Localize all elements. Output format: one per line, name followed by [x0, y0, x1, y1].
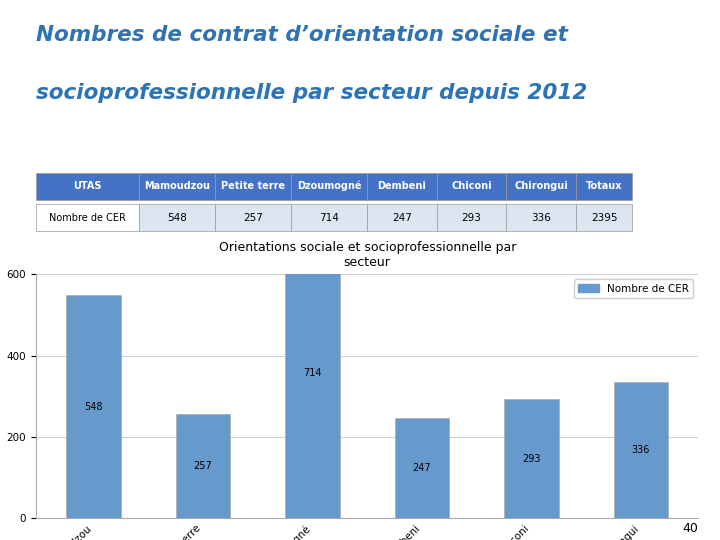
Bar [36, 173, 139, 199]
Bar [437, 173, 506, 199]
Bar [506, 205, 576, 231]
Bar [66, 295, 121, 518]
Text: Totaux: Totaux [586, 181, 622, 191]
Text: Dembeni: Dembeni [377, 181, 426, 191]
Text: Chirongui: Chirongui [514, 181, 568, 191]
Text: Chiconi: Chiconi [451, 181, 492, 191]
Bar [504, 399, 559, 518]
Bar [576, 173, 632, 199]
Text: 548: 548 [167, 213, 186, 223]
Text: 257: 257 [194, 461, 212, 471]
Legend: Nombre de CER: Nombre de CER [574, 280, 693, 298]
Bar [215, 205, 291, 231]
Text: Dzoumogné: Dzoumogné [297, 181, 361, 191]
Text: 336: 336 [531, 213, 551, 223]
Text: 336: 336 [631, 445, 650, 455]
Bar [437, 205, 506, 231]
Bar [176, 414, 230, 518]
Bar [506, 173, 576, 199]
Text: Petite terre: Petite terre [221, 181, 285, 191]
Text: socioprofessionnelle par secteur depuis 2012: socioprofessionnelle par secteur depuis … [36, 83, 588, 103]
Text: 40: 40 [683, 522, 698, 535]
Text: Nombre de CER: Nombre de CER [49, 213, 126, 223]
Text: 714: 714 [319, 213, 339, 223]
Bar [139, 205, 215, 231]
Text: Nombres de contrat d’orientation sociale et: Nombres de contrat d’orientation sociale… [36, 25, 568, 45]
Text: Mamoudzou: Mamoudzou [144, 181, 210, 191]
Bar [285, 228, 340, 518]
Text: 257: 257 [243, 213, 263, 223]
Bar [367, 205, 437, 231]
Text: 2395: 2395 [590, 213, 617, 223]
Text: 714: 714 [303, 368, 322, 378]
Bar [36, 205, 139, 231]
Text: 247: 247 [392, 213, 412, 223]
Bar [291, 205, 367, 231]
Bar [139, 173, 215, 199]
Bar [215, 173, 291, 199]
Bar [613, 382, 668, 518]
Text: 293: 293 [462, 213, 482, 223]
Text: UTAS: UTAS [73, 181, 102, 191]
Text: 293: 293 [522, 454, 541, 464]
Text: 548: 548 [84, 402, 103, 412]
Title: Orientations sociale et socioprofessionnelle par
secteur: Orientations sociale et socioprofessionn… [218, 241, 516, 269]
Bar [395, 418, 449, 518]
Text: 247: 247 [413, 463, 431, 473]
Bar [291, 173, 367, 199]
Bar [367, 173, 437, 199]
Bar [576, 205, 632, 231]
